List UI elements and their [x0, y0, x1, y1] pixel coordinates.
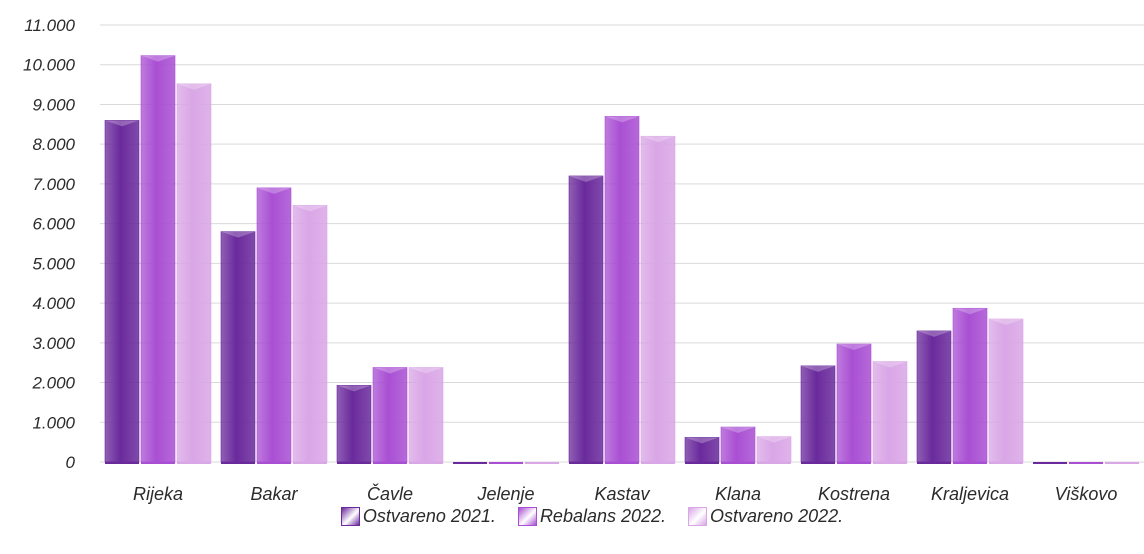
legend-label: Ostvareno 2021.: [362, 506, 496, 526]
bar-bakar-series-3: [292, 205, 328, 463]
y-tick-label: 8.000: [32, 135, 75, 154]
bar-top-bevel: [685, 437, 719, 444]
bar-top-bevel: [409, 367, 443, 374]
bar-top-bevel: [373, 367, 407, 374]
bar-kastav-series-2: [604, 116, 640, 463]
bars: [104, 55, 1139, 464]
x-tick-label: Kastav: [594, 484, 650, 504]
x-tick-label: Kraljevica: [931, 484, 1009, 504]
bar-kastav-series-1: [568, 175, 604, 463]
y-axis-tick-labels: 0 1.000 2.000 3.000 4.000 5.000 6.000 7.000 8.00…: [23, 16, 76, 472]
legend-swatch: [688, 507, 708, 526]
x-tick-label: Viškovo: [1055, 484, 1118, 504]
x-axis-category-labels: Rijeka Bakar Čavle Jelenje Kastav Klana Kostre…: [133, 483, 1117, 504]
bar-top-bevel: [177, 83, 211, 90]
y-tick-label: 10.000: [23, 56, 76, 75]
bar-čavle-series-3: [408, 367, 444, 463]
bar-klana-series-3: [756, 436, 792, 463]
bar-klana-series-2: [720, 426, 756, 463]
bar-top-bevel: [293, 205, 327, 212]
bar-top-bevel: [757, 436, 791, 443]
y-tick-label: 5.000: [32, 254, 75, 273]
bar-bakar-series-2: [256, 187, 292, 463]
legend-label: Ostvareno 2022.: [710, 506, 844, 526]
legend: Ostvareno 2021. Rebalans 2022. Ostvareno 2…: [0, 506, 1144, 527]
bar-top-bevel: [141, 55, 175, 62]
bar-top-bevel: [257, 187, 291, 194]
y-tick-label: 4.000: [32, 294, 75, 313]
legend-swatch: [340, 507, 360, 526]
bar-kraljevica-series-3: [988, 318, 1024, 463]
legend-label: Rebalans 2022.: [539, 506, 667, 526]
bar-top-bevel: [641, 136, 675, 143]
y-tick-label: 3.000: [32, 334, 75, 353]
y-tick-label: 11.000: [24, 16, 75, 35]
x-tick-label: Kostrena: [818, 484, 890, 504]
y-tick-label: 6.000: [32, 215, 75, 234]
y-tick-label: 1.000: [32, 413, 75, 432]
bar-top-bevel: [337, 385, 371, 392]
bar-top-bevel: [721, 427, 755, 434]
bar-čavle-series-1: [336, 385, 372, 463]
bar-kraljevica-series-2: [952, 307, 988, 463]
bar-top-bevel: [605, 116, 639, 123]
y-tick-label: 2.000: [31, 374, 75, 393]
bar-top-bevel: [569, 175, 603, 182]
x-tick-label: Bakar: [250, 484, 298, 504]
legend-swatch: [517, 507, 537, 526]
bar-top-bevel: [917, 330, 951, 337]
bar-top-bevel: [221, 231, 255, 238]
bar-top-bevel: [801, 365, 835, 372]
legend-item: Rebalans 2022.: [517, 506, 667, 527]
x-tick-label: Čavle: [367, 483, 413, 504]
bar-top-bevel: [837, 344, 871, 351]
bar-kastav-series-3: [640, 135, 676, 463]
bar-kraljevica-series-1: [916, 330, 952, 463]
y-tick-label: 7.000: [32, 175, 75, 194]
bar-rijeka-series-2: [140, 55, 176, 463]
x-tick-label: Klana: [715, 484, 761, 504]
bar-rijeka-series-3: [176, 83, 212, 463]
x-tick-label: Jelenje: [476, 484, 534, 504]
y-tick-label: 0: [66, 453, 76, 472]
bar-top-bevel: [989, 318, 1023, 325]
bar-kostrena-series-3: [872, 361, 908, 463]
bar-top-bevel: [105, 120, 139, 127]
x-tick-label: Rijeka: [133, 484, 183, 504]
bar-kostrena-series-1: [800, 365, 836, 463]
legend-item: Ostvareno 2021.: [340, 506, 496, 527]
bar-klana-series-1: [684, 437, 720, 463]
bar-top-bevel: [953, 308, 987, 315]
bar-čavle-series-2: [372, 367, 408, 463]
legend-item: Ostvareno 2022.: [688, 506, 843, 527]
bar-kostrena-series-2: [836, 343, 872, 463]
y-tick-label: 9.000: [32, 95, 75, 114]
bar-bakar-series-1: [220, 231, 256, 463]
bar-top-bevel: [873, 361, 907, 368]
bar-rijeka-series-1: [104, 120, 140, 463]
